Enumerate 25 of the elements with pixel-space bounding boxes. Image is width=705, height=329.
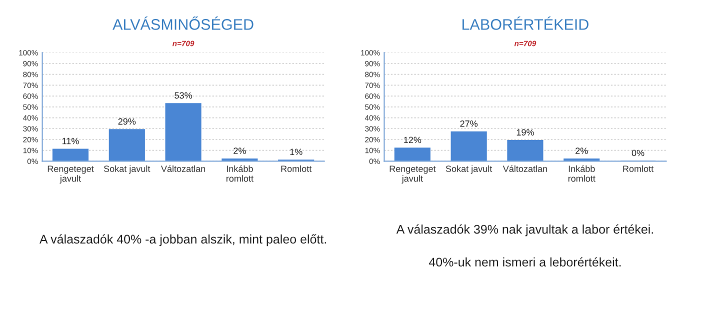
- x-tick-label: Inkább romlott: [226, 165, 254, 182]
- data-label: 53%: [174, 92, 192, 99]
- text: 40%-uk nem ismeri a leborértékeit.: [428, 257, 621, 267]
- x-tick-label: Inkább romlott: [568, 165, 596, 182]
- data-label: 1%: [290, 148, 302, 156]
- data-label: 12%: [404, 136, 422, 144]
- chart-title: ALVÁSMINŐSÉGED: [112, 16, 254, 30]
- data-label: 2%: [234, 148, 246, 154]
- x-tick-label: Rengeteget javult: [390, 166, 436, 184]
- x-tick-label: Sokat javult: [446, 165, 492, 174]
- chart-title: LABORÉRTÉKEID: [462, 16, 588, 30]
- x-tick-label: Változatlan: [502, 165, 547, 172]
- data-label: 11%: [62, 138, 79, 144]
- data-label: 0%: [632, 150, 644, 156]
- x-tick-label: Romlott: [281, 165, 312, 172]
- data-label: 29%: [118, 118, 136, 125]
- data-label: 2%: [576, 148, 588, 154]
- x-tick-label: Romlott: [623, 165, 654, 172]
- x-tick-label: Változatlan: [161, 165, 206, 172]
- x-tick-label: Sokat javult: [104, 165, 150, 174]
- data-label: 19%: [516, 129, 534, 136]
- text: A válaszadók 39% nak javultak a labor értékei.: [396, 224, 653, 236]
- data-label: 27%: [460, 120, 478, 127]
- x-tick-label: Rengeteget javult: [48, 166, 94, 184]
- text: A válaszadók 40% -a jobban alszik, mint paleo előtt.: [40, 234, 326, 246]
